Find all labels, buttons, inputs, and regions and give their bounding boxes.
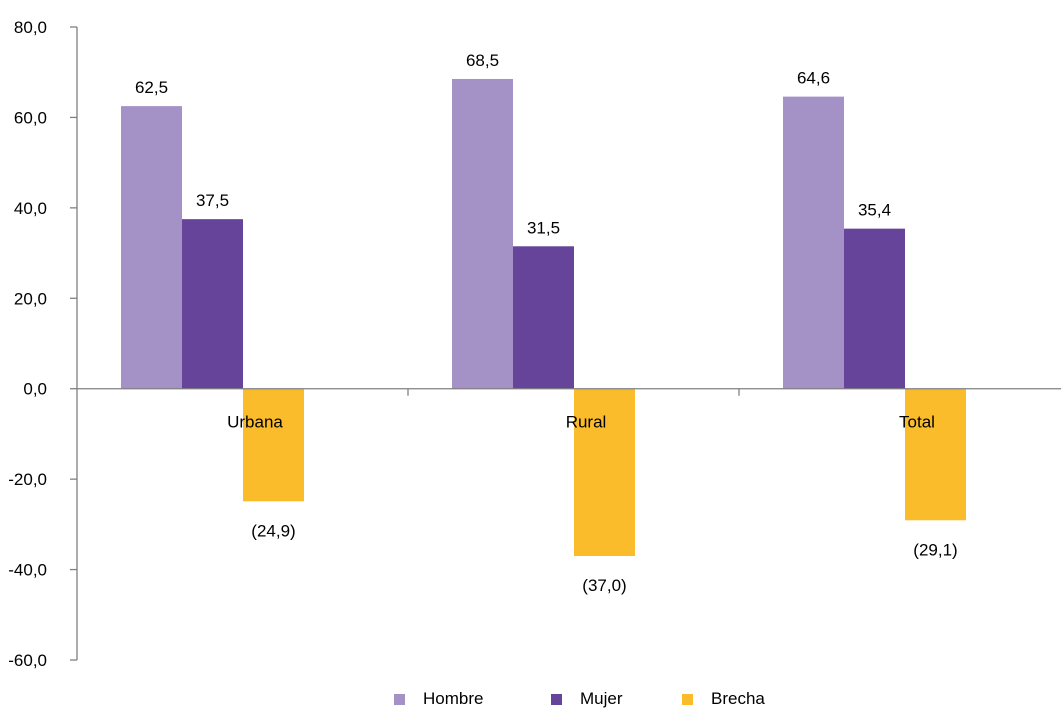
legend-item-brecha: Brecha <box>682 689 765 709</box>
data-label-mujer-urbana: 37,5 <box>196 191 229 210</box>
data-labels: 62,5 37,5 (24,9) 68,5 31,5 (37,0) 64,6 35,4 (29,… <box>135 51 958 595</box>
data-label-hombre-rural: 68,5 <box>466 51 499 70</box>
data-label-brecha-urbana: (24,9) <box>251 521 295 540</box>
legend-item-hombre: Hombre <box>394 689 483 709</box>
bar-mujer-total <box>844 228 905 389</box>
y-tick-label: 80,0 <box>14 18 47 37</box>
y-tick-label: 60,0 <box>14 108 47 127</box>
bar-mujer-urbana <box>182 219 243 389</box>
y-axis: 80,0 60,0 40,0 20,0 0,0 -20,0 -40,0 -60,0 <box>8 18 78 670</box>
data-label-mujer-total: 35,4 <box>858 201 891 220</box>
bars <box>121 78 966 557</box>
x-category-label-total: Total <box>899 413 935 432</box>
y-tick-label: 20,0 <box>14 289 47 308</box>
y-tick-label: -60,0 <box>8 651 47 670</box>
data-label-brecha-total: (29,1) <box>913 540 957 559</box>
bar-brecha-urbana <box>243 388 304 502</box>
x-category-label-urbana: Urbana <box>227 413 283 432</box>
legend-item-mujer: Mujer <box>551 689 623 709</box>
legend-swatch-hombre <box>394 693 405 705</box>
legend-swatch-mujer <box>551 693 562 705</box>
data-label-brecha-rural: (37,0) <box>582 576 626 595</box>
y-tick-label: 40,0 <box>14 199 47 218</box>
bar-hombre-rural <box>452 78 513 389</box>
legend-label-mujer: Mujer <box>580 689 623 708</box>
legend-label-brecha: Brecha <box>711 689 765 708</box>
legend-label-hombre: Hombre <box>423 689 484 708</box>
data-label-hombre-total: 64,6 <box>797 69 830 88</box>
y-tick-label: 0,0 <box>23 380 47 399</box>
data-label-mujer-rural: 31,5 <box>527 218 560 237</box>
legend-swatch-brecha <box>682 693 693 705</box>
bar-brecha-total <box>905 388 966 521</box>
bar-mujer-rural <box>513 246 574 389</box>
data-label-hombre-urbana: 62,5 <box>135 78 168 97</box>
bar-hombre-urbana <box>121 106 182 389</box>
bar-hombre-total <box>783 96 844 389</box>
y-tick-label: -40,0 <box>8 561 47 580</box>
bar-brecha-rural <box>574 388 635 557</box>
y-tick-label: -20,0 <box>8 470 47 489</box>
x-category-label-rural: Rural <box>566 413 607 432</box>
legend: Hombre Mujer Brecha <box>0 689 1061 712</box>
x-axis: Urbana Rural Total <box>77 388 1061 432</box>
